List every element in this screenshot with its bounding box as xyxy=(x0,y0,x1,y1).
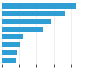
Bar xyxy=(2,27,43,32)
Bar xyxy=(2,50,18,55)
Bar xyxy=(2,58,16,63)
Bar xyxy=(2,42,20,47)
Bar xyxy=(2,19,51,24)
Bar xyxy=(2,3,76,9)
Bar xyxy=(2,11,65,16)
Bar xyxy=(2,34,23,39)
